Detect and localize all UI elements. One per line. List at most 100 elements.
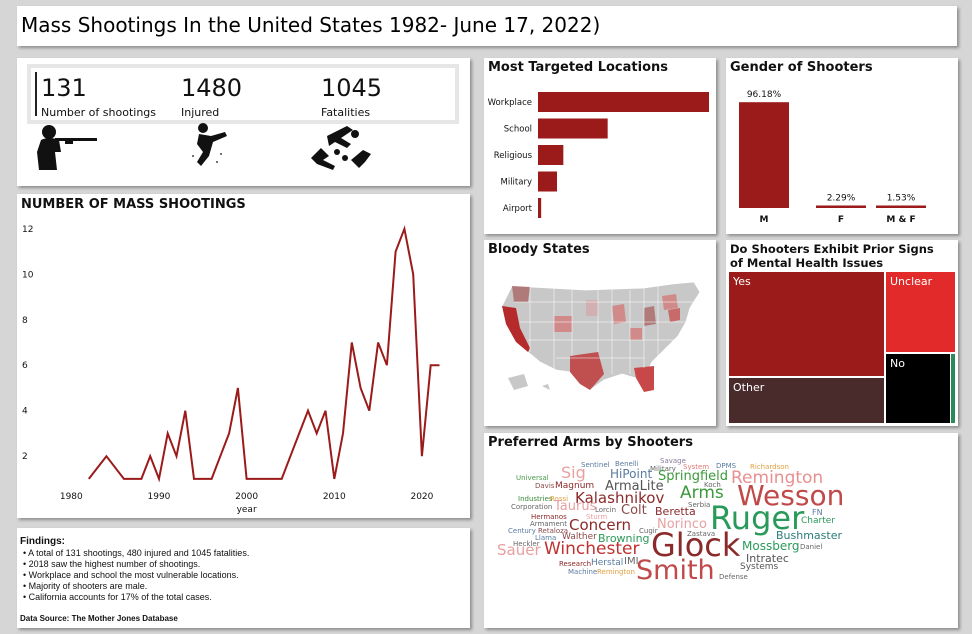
weapon-word: Lorcin — [595, 506, 617, 514]
weapon-word: Springfield — [658, 469, 729, 484]
weapon-word: Zastava — [687, 530, 716, 538]
line-chart-panel: NUMBER OF MASS SHOOTINGS 2 4 6 8 10 12 1980 199… — [17, 194, 470, 518]
y-tick-label: 4 — [22, 407, 28, 417]
line-chart: 2 4 6 8 10 12 1980 1990 2000 2010 2020 year — [22, 225, 440, 515]
weapon-word: Sentinel — [581, 461, 610, 469]
y-tick-label: 10 — [22, 270, 34, 280]
findings-panel: Findings: • A total of 131 shootings, 48… — [17, 528, 470, 628]
weapon-word: Heckler — [513, 540, 540, 548]
line-chart-title: NUMBER OF MASS SHOOTINGS — [21, 197, 246, 212]
weapon-word: System — [683, 463, 710, 471]
states-panel: Bloody States — [484, 240, 716, 426]
weapon-word: Defense — [719, 573, 748, 581]
treemap-unclear: Unclear — [886, 272, 955, 352]
gender-value-label: 2.29% — [827, 193, 856, 203]
kpi-divider — [35, 72, 37, 116]
weapon-word: Magnum — [555, 481, 595, 491]
weapon-word: Kalashnikov — [575, 489, 665, 507]
shootings-line — [88, 225, 440, 483]
weapon-word: Sturm — [586, 513, 608, 521]
weapon-word: Armament — [530, 520, 567, 528]
weapon-word: Sauer — [497, 541, 541, 559]
location-label: School — [504, 125, 532, 135]
arms-panel: Preferred Arms by Shooters Savage Sentine… — [484, 433, 958, 628]
gender-value-label: 96.18% — [747, 90, 782, 100]
shooter-icon — [37, 125, 97, 170]
kpi-shootings-label: Number of shootings — [41, 106, 157, 119]
treemap-other: Other — [729, 378, 884, 423]
weapon-word: Davis — [535, 482, 555, 490]
treemap-unclear-label: Unclear — [890, 275, 933, 288]
weapon-word: Smith — [636, 555, 715, 586]
gender-category-label: F — [838, 215, 844, 225]
mental-health-title: Do Shooters Exhibit Prior Signs of Menta… — [730, 242, 934, 270]
kpi-box: 131 Number of shootings 1480 Injured 104… — [27, 64, 459, 124]
y-tick-label: 6 — [22, 361, 28, 371]
kpi-injured-value: 1480 — [181, 74, 243, 102]
data-source: Data Source: The Mother Jones Database — [20, 614, 178, 623]
treemap-minor-segment — [951, 354, 955, 423]
treemap-no: No — [886, 354, 950, 423]
x-tick-label: 1990 — [148, 492, 171, 502]
weapon-word: Concern — [569, 516, 632, 534]
weapon-word: Beretta — [655, 505, 696, 518]
x-tick-label: 2000 — [235, 492, 258, 502]
treemap-other-label: Other — [733, 381, 765, 394]
finding-item: • 2018 saw the highest number of shootin… — [23, 559, 201, 569]
gender-bar — [739, 102, 789, 208]
title-panel: Mass Shootings In the United States 1982… — [17, 6, 957, 46]
weapon-word: ArmaLite — [605, 479, 664, 494]
kpi-fatalities-value: 1045 — [321, 74, 383, 102]
gender-bar-chart: 96.18% M 2.29% F 1.53% M & F — [739, 90, 926, 225]
us-states-map — [501, 281, 701, 393]
injured-person-icon — [192, 123, 227, 166]
arms-title: Preferred Arms by Shooters — [488, 435, 693, 450]
fatalities-icon — [311, 126, 371, 170]
finding-item: • A total of 131 shootings, 480 injured … — [23, 548, 250, 558]
weapon-word: Arms — [680, 483, 724, 503]
gender-category-label: M — [760, 215, 769, 225]
weapon-word: Century — [508, 527, 536, 535]
weapon-word: Remington — [597, 568, 635, 576]
weapon-word: DPMS — [716, 462, 737, 470]
locations-bar-chart: Workplace School Religious Military Airport — [488, 92, 709, 218]
weapon-word: Savage — [660, 457, 686, 465]
weapon-word: Systems — [740, 562, 779, 572]
weapon-word: Military — [650, 465, 676, 473]
location-label: Workplace — [488, 98, 532, 108]
mental-health-panel: Do Shooters Exhibit Prior Signs of Menta… — [726, 240, 958, 426]
weapon-word: Charter — [801, 516, 835, 526]
y-tick-label: 12 — [22, 225, 33, 235]
location-bar — [538, 198, 542, 218]
location-label: Religious — [494, 151, 533, 161]
weapon-word: Mossberg — [742, 539, 800, 553]
weapon-word: Sig — [561, 463, 586, 482]
location-label: Military — [501, 178, 533, 188]
weapon-word: Cugir — [639, 527, 658, 535]
location-bar — [538, 171, 557, 192]
kpi-injured-label: Injured — [181, 106, 220, 119]
kpi-panel: 131 Number of shootings 1480 Injured 104… — [17, 58, 470, 186]
weapon-word: Daniel — [800, 543, 823, 551]
weapon-word: Wesson — [737, 479, 845, 512]
findings-title: Findings: — [20, 536, 65, 547]
states-title: Bloody States — [488, 242, 590, 257]
weapon-word: Retaloza — [538, 527, 569, 535]
weapon-word: HiPoint — [610, 467, 653, 481]
weapon-word: Colt — [621, 503, 647, 518]
weapon-word: Richardson — [750, 463, 789, 471]
weapon-word: IMI — [624, 556, 639, 567]
gender-category-label: M & F — [886, 215, 915, 225]
x-axis-label: year — [237, 505, 257, 515]
weapon-word: Research — [559, 560, 592, 568]
weapon-word: Universal — [516, 474, 549, 482]
weapon-word: Bushmaster — [776, 529, 843, 542]
weapon-word: Walther — [562, 532, 597, 542]
gender-title: Gender of Shooters — [730, 60, 873, 75]
weapon-word: Industries — [518, 495, 553, 503]
finding-item: • Workplace and school the most vulnerab… — [23, 570, 239, 580]
finding-item: • Majority of shooters are male. — [23, 581, 148, 591]
y-tick-label: 8 — [22, 316, 28, 326]
gender-bar — [876, 205, 926, 208]
weapon-word: Serbia — [688, 501, 711, 509]
